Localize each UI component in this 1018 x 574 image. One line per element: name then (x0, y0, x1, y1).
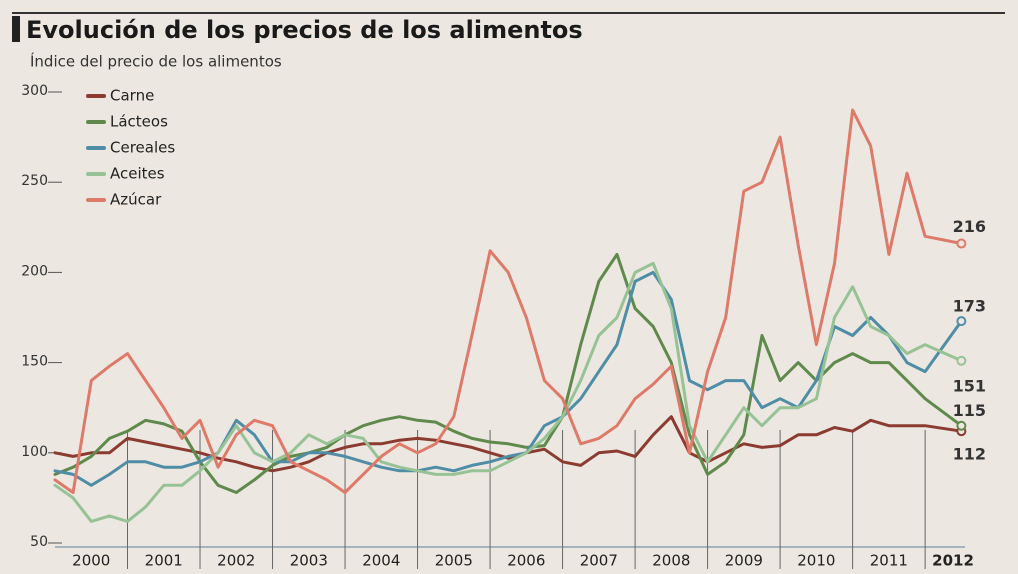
x-tick-label: 2002 (217, 552, 255, 570)
y-tick-label: 150 (21, 354, 48, 370)
y-tick-label: 100 (21, 444, 48, 460)
end-label: 115 (953, 401, 986, 420)
x-tick-label: 2007 (580, 552, 618, 570)
y-tick-label: 250 (21, 173, 48, 189)
y-tick-label: 300 (21, 83, 48, 99)
end-point (956, 316, 967, 327)
y-tick-label: 50 (30, 534, 48, 550)
legend-label: Azúcar (110, 191, 162, 209)
end-point (956, 420, 967, 431)
x-tick-label: 2011 (870, 552, 908, 570)
end-label: 173 (953, 297, 986, 316)
legend-label: Lácteos (110, 113, 168, 131)
end-label: 151 (953, 376, 986, 395)
series-line (53, 261, 963, 523)
end-point (956, 355, 967, 366)
series-line (53, 108, 963, 494)
x-tick-label: 2005 (435, 552, 473, 570)
x-tick-label: 2006 (507, 552, 545, 570)
end-label: 216 (953, 217, 986, 236)
legend-label: Aceites (110, 165, 165, 183)
x-tick-label: 2008 (652, 552, 690, 570)
title-marker (12, 16, 20, 42)
series-line (53, 415, 963, 473)
x-tick-label: 2004 (362, 552, 400, 570)
chart-title: Evolución de los precios de los alimento… (26, 16, 583, 44)
end-point (956, 238, 967, 249)
legend-label: Carne (110, 87, 154, 105)
chart-subtitle: Índice del precio de los alimentos (30, 52, 282, 71)
x-tick-label: 2010 (797, 552, 835, 570)
legend-label: Cereales (110, 139, 175, 157)
y-tick-label: 200 (21, 263, 48, 279)
x-tick-label: 2001 (145, 552, 183, 570)
end-label: 112 (953, 445, 986, 464)
x-tick-label: 2003 (290, 552, 328, 570)
x-tick-label: 2009 (725, 552, 763, 570)
x-tick-label: 2012 (932, 552, 974, 570)
x-tick-label: 2000 (72, 552, 110, 570)
